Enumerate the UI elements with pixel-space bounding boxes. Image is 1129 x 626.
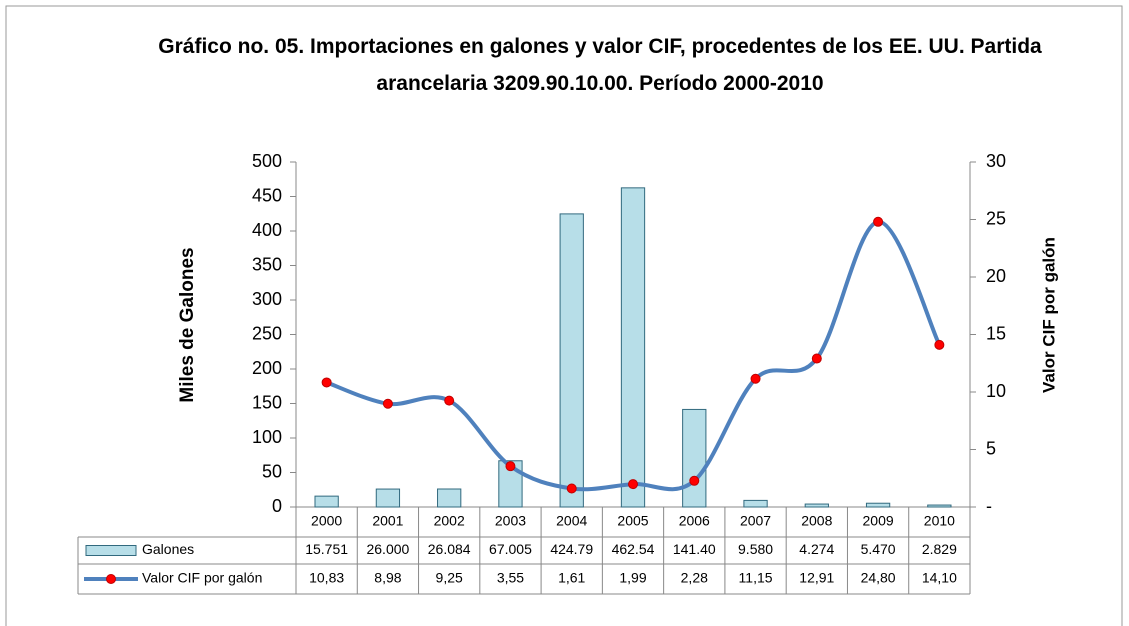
bar (375, 488, 401, 508)
y-tick-label: 400 (252, 220, 282, 240)
table-value: 2,28 (681, 570, 708, 586)
y-tick-label: 200 (252, 358, 282, 378)
table-value: 4.274 (799, 541, 834, 557)
y2-tick-label: 25 (986, 208, 1006, 228)
y-tick-label: 500 (252, 151, 282, 171)
x-tick-label: 2008 (801, 513, 832, 529)
table-value: 9.580 (738, 541, 773, 557)
bar (682, 408, 707, 508)
y-tick-label: 0 (272, 496, 282, 516)
table-value: 11,15 (739, 570, 773, 586)
marker (566, 483, 577, 494)
table-value: 9,25 (436, 570, 463, 586)
bar (559, 213, 584, 508)
y2-tick-label: 15 (986, 323, 1006, 343)
y-axis-label: Miles de Galones (177, 247, 198, 402)
y-tick-label: 50 (262, 461, 282, 481)
y2-tick-label: 20 (986, 266, 1006, 286)
table-value: 14,10 (922, 570, 957, 586)
table-value: 24,80 (861, 570, 896, 586)
marker (811, 353, 822, 364)
bar (743, 499, 768, 508)
table-value: 5.470 (861, 541, 896, 557)
x-tick-label: 2007 (740, 513, 771, 529)
table-value: 141.40 (673, 541, 716, 557)
x-tick-label: 2000 (311, 513, 342, 529)
table-value: 12,91 (799, 570, 834, 586)
bar (437, 488, 462, 508)
legend-label: Galones (142, 541, 194, 557)
y2-tick-label: - (986, 496, 992, 516)
bar (927, 504, 952, 508)
y2-axis-label: Valor CIF por galón (1039, 237, 1058, 393)
y-tick-label: 100 (252, 427, 282, 447)
x-tick-label: 2006 (679, 513, 710, 529)
chart-title: Gráfico no. 05. Importaciones en galones… (158, 35, 1042, 95)
y2-tick-label: 30 (986, 151, 1006, 171)
x-tick-label: 2005 (617, 513, 648, 529)
y-tick-label: 150 (252, 392, 282, 412)
x-tick-label: 2003 (495, 513, 526, 529)
table-value: 1,99 (619, 570, 646, 586)
marker (628, 479, 638, 490)
marker (444, 395, 455, 406)
table-value: 15.751 (305, 541, 348, 557)
bar (804, 503, 829, 508)
x-tick-label: 2001 (372, 513, 403, 529)
y2-tick-label: 10 (986, 381, 1006, 401)
x-tick-label: 2010 (924, 513, 955, 529)
table-value: 26.084 (428, 541, 471, 557)
marker (505, 461, 516, 472)
y-tick-label: 300 (252, 289, 282, 309)
y2-tick-label: 5 (986, 438, 996, 458)
table-value: 67.005 (489, 541, 532, 557)
bar (620, 187, 646, 508)
table-value: 462.54 (612, 541, 655, 557)
table-value: 10,83 (309, 570, 344, 586)
table-value: 2.829 (922, 541, 957, 557)
bar (314, 495, 339, 508)
legend-marker (106, 574, 116, 584)
table-value: 8,98 (374, 570, 401, 586)
legend-swatch (85, 545, 137, 556)
chart-border (5, 5, 1123, 626)
table-value: 3,55 (497, 570, 524, 586)
table-value: 26.000 (366, 541, 409, 557)
marker (382, 398, 393, 409)
table-value: 424.79 (550, 541, 593, 557)
x-tick-label: 2004 (556, 513, 587, 529)
y-tick-label: 350 (252, 254, 282, 274)
marker (689, 475, 700, 486)
marker (873, 216, 884, 227)
bar (865, 502, 891, 508)
legend-label: Valor CIF por galón (142, 570, 262, 586)
marker (321, 377, 332, 388)
marker (934, 339, 945, 350)
x-tick-label: 2009 (863, 513, 894, 529)
y-tick-label: 250 (252, 323, 282, 343)
table-value: 1,61 (558, 570, 585, 586)
marker (750, 373, 761, 384)
y-tick-label: 450 (252, 185, 282, 205)
x-tick-label: 2002 (434, 513, 465, 529)
